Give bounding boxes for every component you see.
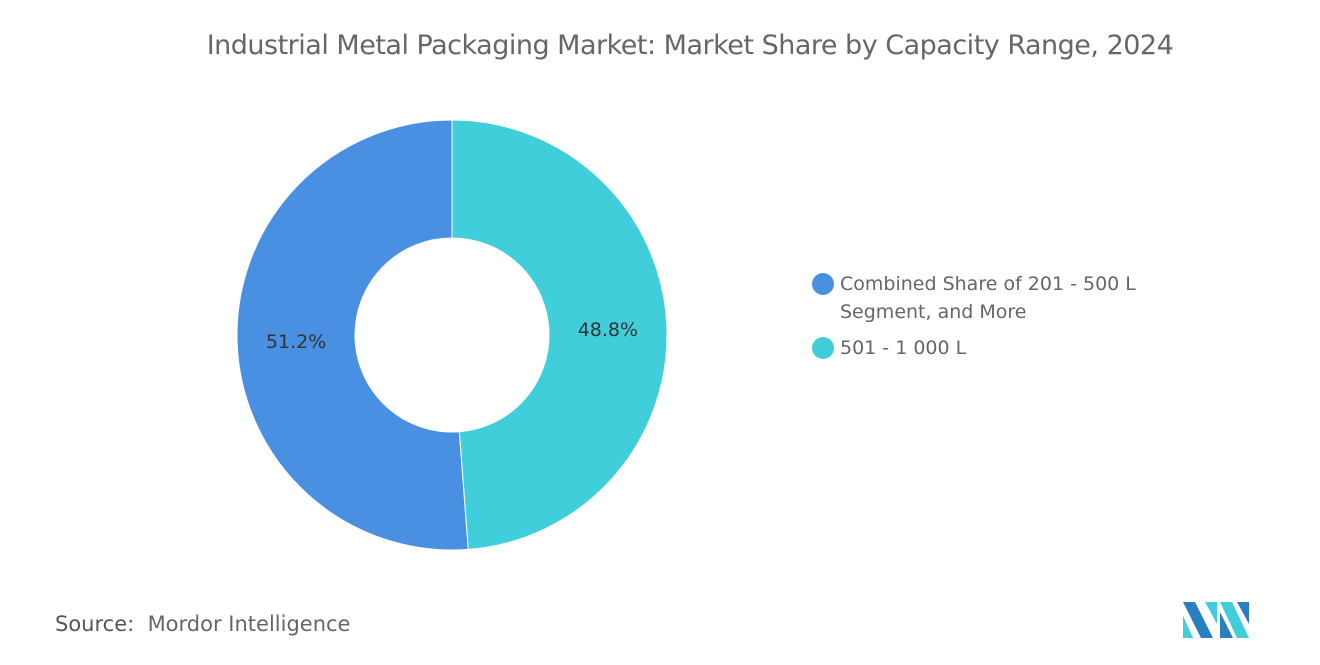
legend-item: Combined Share of 201 - 500 L Segment, a… [812, 270, 1160, 326]
legend-item: 501 - 1 000 L [812, 334, 1160, 362]
donut-slice [236, 119, 469, 551]
legend-swatch [812, 337, 834, 359]
slice-label: 51.2% [266, 331, 326, 353]
donut-slice [451, 119, 668, 550]
legend: Combined Share of 201 - 500 L Segment, a… [812, 270, 1160, 362]
mordor-logo [1183, 602, 1249, 638]
legend-label: Combined Share of 201 - 500 L Segment, a… [840, 273, 1136, 323]
source-text: Mordor Intelligence [147, 612, 351, 636]
source-prefix: Source: [55, 612, 135, 636]
source-note: Source: Mordor Intelligence [55, 612, 350, 636]
slice-label: 48.8% [578, 319, 638, 341]
legend-label: 501 - 1 000 L [840, 337, 967, 359]
legend-swatch [812, 273, 834, 295]
chart-title: Industrial Metal Packaging Market: Marke… [206, 30, 1174, 61]
